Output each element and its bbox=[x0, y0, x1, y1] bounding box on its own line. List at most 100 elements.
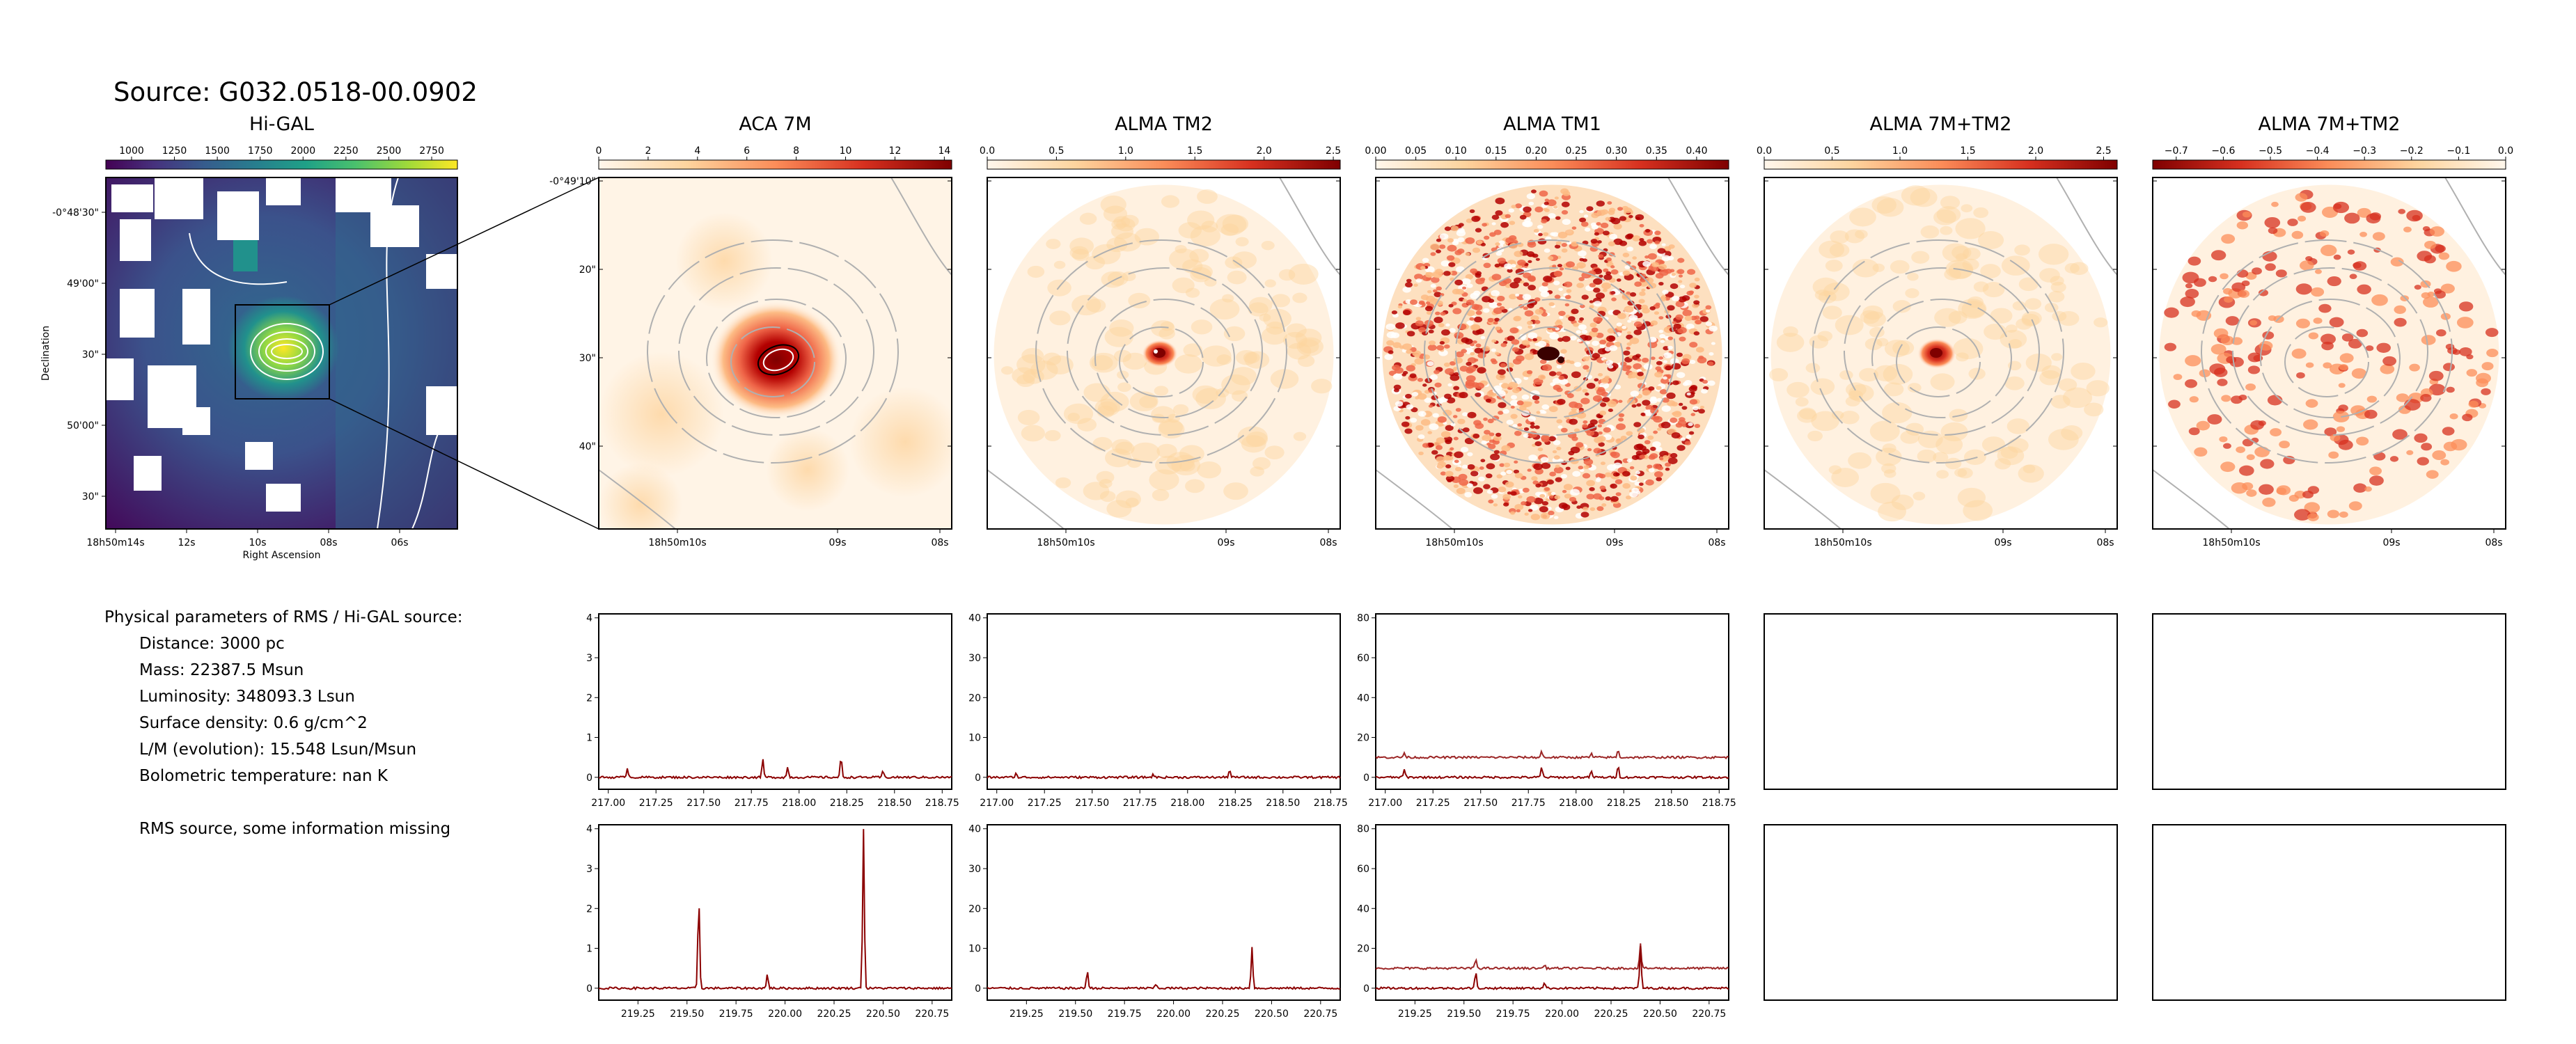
grey-contour bbox=[2201, 239, 2453, 464]
noise-speck bbox=[2250, 420, 2264, 430]
noise-speck bbox=[1244, 351, 1270, 369]
noise-speck bbox=[1580, 221, 1589, 227]
noise-speck bbox=[1505, 481, 1514, 488]
noise-speck bbox=[2247, 365, 2261, 374]
noise-speck bbox=[2207, 414, 2222, 425]
noise-speck bbox=[1871, 196, 1897, 214]
x-tick-label: 219.75 bbox=[1496, 1009, 1530, 1020]
noise-speck bbox=[1151, 406, 1175, 423]
noise-speck bbox=[1786, 381, 1809, 398]
noise-speck bbox=[2443, 441, 2458, 452]
noise-speck bbox=[1667, 345, 1673, 350]
noise-speck bbox=[1527, 325, 1533, 329]
noise-speck bbox=[1173, 404, 1189, 416]
noise-speck bbox=[2414, 285, 2421, 290]
noise-speck bbox=[1609, 233, 1618, 240]
noise-speck bbox=[2452, 349, 2461, 355]
grey-contour bbox=[1764, 469, 1841, 529]
zoom-lines bbox=[329, 177, 599, 530]
noise-speck bbox=[1591, 212, 1599, 219]
noise-speck bbox=[2094, 317, 2108, 328]
noise-speck bbox=[1515, 203, 1523, 209]
noise-speck bbox=[1682, 424, 1687, 427]
noise-speck bbox=[1250, 466, 1264, 477]
noise-speck bbox=[1491, 339, 1497, 343]
colorbar-tick-label: 0.40 bbox=[1686, 145, 1707, 157]
noise-speck bbox=[1622, 252, 1630, 258]
grey-contour bbox=[1896, 326, 1981, 397]
noise-speck bbox=[1405, 393, 1412, 399]
noise-speck bbox=[1678, 402, 1683, 406]
masked-region bbox=[245, 442, 273, 470]
noise-speck bbox=[1882, 402, 1913, 424]
noise-speck bbox=[1617, 207, 1624, 211]
noise-speck bbox=[1454, 332, 1464, 339]
x-tick-label: 218.50 bbox=[877, 798, 911, 809]
noise-speck bbox=[1797, 409, 1817, 423]
colorbar bbox=[1764, 159, 2118, 170]
noise-speck bbox=[1430, 283, 1436, 288]
noise-speck bbox=[1562, 489, 1567, 493]
noise-speck bbox=[2021, 311, 2042, 326]
spectrum-line bbox=[987, 770, 1341, 780]
y-tick-label: 40" bbox=[579, 441, 596, 452]
noise-speck bbox=[1493, 321, 1498, 325]
noise-speck bbox=[2436, 329, 2447, 337]
noise-speck bbox=[1962, 258, 1979, 271]
noise-speck bbox=[1661, 405, 1671, 412]
noise-speck bbox=[1420, 266, 1426, 270]
noise-speck bbox=[1461, 337, 1470, 343]
noise-speck bbox=[1566, 289, 1572, 293]
y-tick-label: 0 bbox=[1363, 983, 1369, 995]
noise-speck bbox=[2341, 333, 2354, 342]
noise-speck bbox=[1608, 365, 1614, 369]
noise-speck bbox=[1678, 280, 1683, 283]
noise-speck bbox=[2412, 214, 2421, 221]
noise-speck bbox=[1168, 248, 1199, 270]
noise-speck bbox=[1940, 422, 1968, 442]
higal-contour bbox=[377, 177, 399, 529]
noise-speck bbox=[1527, 402, 1532, 405]
higal-contour bbox=[250, 323, 324, 380]
y-tick-label: 60 bbox=[1357, 864, 1369, 875]
noise-speck bbox=[1554, 495, 1561, 500]
noise-speck bbox=[1582, 388, 1588, 393]
noise-speck bbox=[1221, 374, 1250, 395]
noise-speck bbox=[1424, 306, 1434, 312]
noise-speck bbox=[1689, 359, 1696, 365]
colorbar-tick-label: 1250 bbox=[162, 145, 187, 157]
noise-speck bbox=[1933, 209, 1956, 226]
noise-speck bbox=[1694, 315, 1700, 320]
noise-speck bbox=[1434, 382, 1442, 388]
noise-speck bbox=[1462, 427, 1470, 433]
noise-speck bbox=[1456, 266, 1465, 273]
noise-speck bbox=[2051, 353, 2063, 361]
y-tick-label: 20 bbox=[1357, 733, 1369, 744]
noise-speck bbox=[1645, 479, 1654, 486]
grey-contour bbox=[2232, 267, 2428, 436]
noise-speck bbox=[1610, 269, 1619, 275]
noise-speck bbox=[1459, 392, 1468, 399]
colorbar-tick-label: 2750 bbox=[419, 145, 444, 157]
noise-speck bbox=[1201, 221, 1218, 232]
noise-speck bbox=[1805, 363, 1821, 373]
noise-speck bbox=[1431, 276, 1440, 283]
noise-speck bbox=[1489, 301, 1498, 308]
noise-speck bbox=[1839, 370, 1853, 380]
noise-speck bbox=[1667, 336, 1674, 340]
y-tick-label: 4 bbox=[586, 824, 592, 835]
noise-speck bbox=[1261, 240, 1275, 251]
noise-speck bbox=[2050, 395, 2071, 409]
noise-speck bbox=[2279, 441, 2290, 449]
noise-speck bbox=[1649, 306, 1656, 310]
spectrum-line bbox=[1375, 943, 1729, 971]
noise-speck bbox=[1799, 407, 1816, 420]
noise-speck bbox=[1585, 393, 1589, 396]
x-tick-label: 218.00 bbox=[1170, 798, 1204, 809]
noise-speck bbox=[1523, 206, 1532, 213]
x-tick-label: 220.00 bbox=[768, 1009, 802, 1020]
noise-speck bbox=[1436, 249, 1441, 253]
noise-speck bbox=[1632, 235, 1641, 242]
noise-speck bbox=[1598, 254, 1604, 258]
